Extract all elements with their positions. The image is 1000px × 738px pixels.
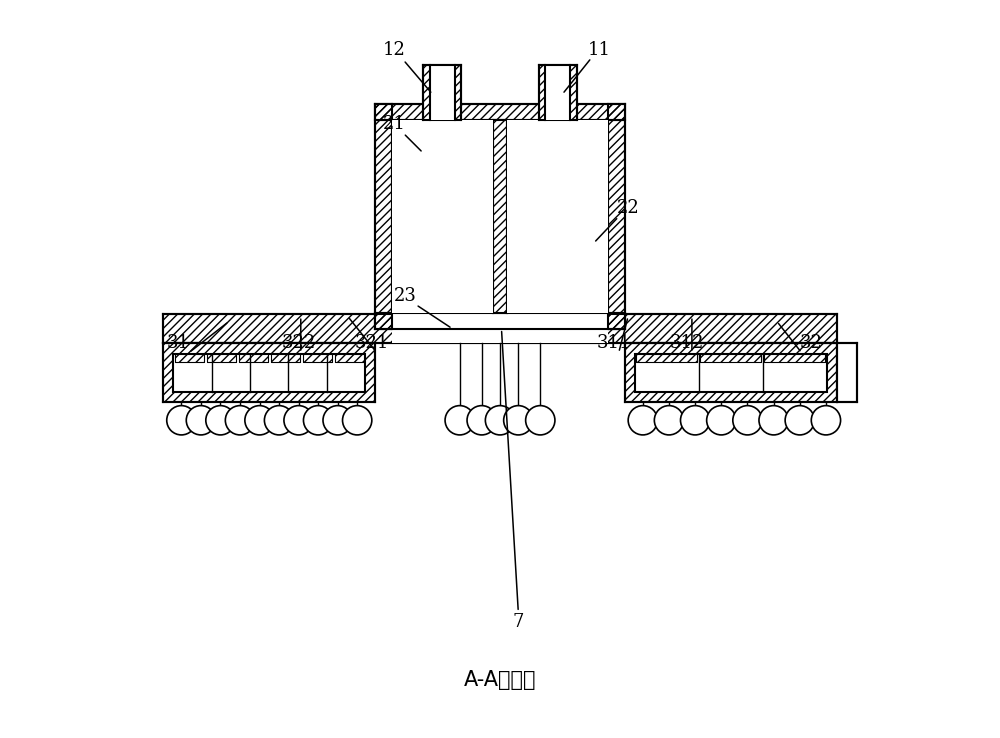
Bar: [764, 354, 825, 362]
Bar: [375, 104, 392, 328]
Circle shape: [284, 406, 313, 435]
Circle shape: [167, 406, 196, 435]
Bar: [173, 354, 365, 392]
Circle shape: [733, 406, 762, 435]
Text: 32: 32: [800, 334, 823, 352]
Text: 7: 7: [513, 613, 524, 631]
Bar: [507, 120, 608, 313]
Circle shape: [526, 406, 555, 435]
Circle shape: [680, 406, 710, 435]
Text: 12: 12: [382, 41, 405, 59]
Bar: [175, 354, 204, 362]
Bar: [493, 120, 507, 313]
Bar: [375, 104, 625, 120]
Circle shape: [206, 406, 235, 435]
Circle shape: [264, 406, 294, 435]
Circle shape: [343, 406, 372, 435]
Circle shape: [467, 406, 496, 435]
Text: 322: 322: [281, 334, 316, 352]
Text: 23: 23: [393, 287, 416, 305]
Bar: [700, 354, 761, 362]
Circle shape: [785, 406, 814, 435]
Bar: [608, 104, 625, 328]
Bar: [764, 354, 825, 362]
Circle shape: [654, 406, 684, 435]
Bar: [625, 343, 837, 402]
Circle shape: [485, 406, 515, 435]
Bar: [375, 104, 392, 328]
Text: 311: 311: [596, 334, 631, 352]
Circle shape: [323, 406, 352, 435]
Bar: [239, 354, 268, 362]
Bar: [636, 354, 697, 362]
Bar: [539, 65, 577, 120]
Circle shape: [445, 406, 474, 435]
Circle shape: [225, 406, 255, 435]
Bar: [207, 354, 236, 362]
Bar: [163, 314, 837, 343]
Bar: [303, 354, 332, 362]
Bar: [303, 354, 332, 362]
Bar: [163, 343, 375, 402]
Bar: [163, 314, 837, 343]
Bar: [423, 65, 461, 120]
Text: 11: 11: [587, 41, 610, 59]
Bar: [163, 343, 375, 402]
Bar: [375, 313, 625, 328]
Circle shape: [303, 406, 333, 435]
Bar: [375, 313, 625, 328]
Bar: [493, 120, 507, 313]
Bar: [545, 65, 570, 120]
Bar: [207, 354, 236, 362]
Bar: [335, 354, 364, 362]
Bar: [271, 354, 300, 362]
Circle shape: [504, 406, 533, 435]
Circle shape: [186, 406, 216, 435]
Bar: [392, 120, 493, 313]
Bar: [700, 354, 761, 362]
Bar: [239, 354, 268, 362]
Circle shape: [811, 406, 841, 435]
Circle shape: [245, 406, 274, 435]
Bar: [837, 343, 857, 402]
Text: A-A剖面图: A-A剖面图: [464, 670, 536, 690]
Bar: [271, 354, 300, 362]
Bar: [430, 65, 455, 120]
Bar: [335, 354, 364, 362]
Bar: [635, 354, 827, 392]
Bar: [392, 314, 608, 343]
Bar: [608, 104, 625, 328]
Circle shape: [707, 406, 736, 435]
Bar: [375, 104, 625, 120]
Text: 321: 321: [355, 334, 389, 352]
Text: 22: 22: [617, 199, 640, 217]
Text: 21: 21: [382, 114, 405, 133]
Bar: [423, 65, 461, 120]
Bar: [636, 354, 697, 362]
Bar: [625, 343, 837, 402]
Text: 312: 312: [670, 334, 704, 352]
Circle shape: [759, 406, 788, 435]
Bar: [392, 120, 608, 313]
Bar: [175, 354, 204, 362]
Circle shape: [628, 406, 657, 435]
Bar: [539, 65, 577, 120]
Text: 31: 31: [166, 334, 189, 352]
